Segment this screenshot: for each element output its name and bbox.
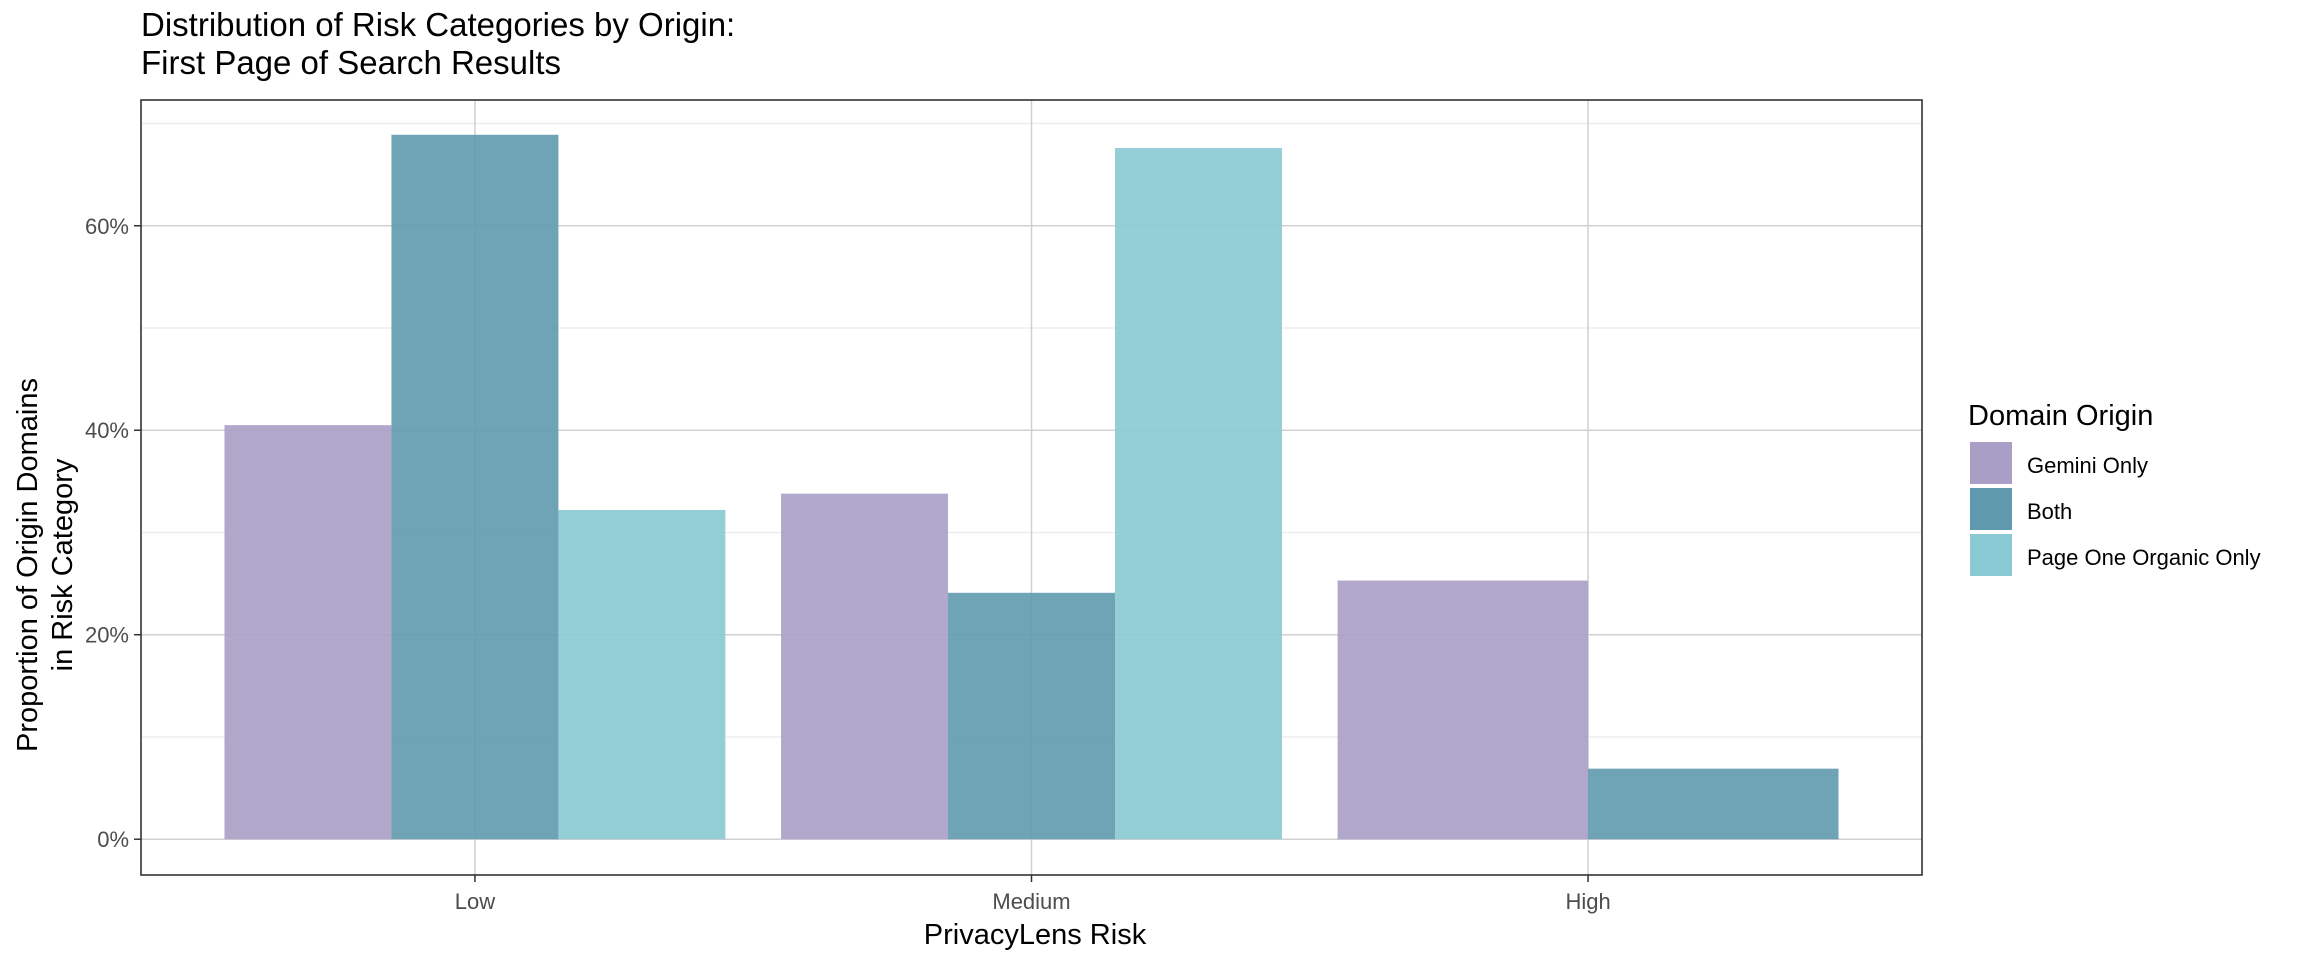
legend-label-both: Both bbox=[2027, 499, 2072, 524]
x-tick-label-high: High bbox=[1565, 889, 1610, 914]
y-tick-label: 40% bbox=[85, 418, 129, 443]
bar-layer bbox=[224, 134, 1839, 840]
x-tick-label-low: Low bbox=[455, 889, 495, 914]
bar-high-gemini-only bbox=[1337, 580, 1589, 840]
chart-title-line-2: First Page of Search Results bbox=[141, 44, 562, 81]
bar-low-gemini-only bbox=[224, 425, 392, 840]
y-tick-label: 60% bbox=[85, 214, 129, 239]
y-tick-label: 20% bbox=[85, 623, 129, 648]
legend-label-gemini-only: Gemini Only bbox=[2027, 453, 2148, 478]
bar-medium-page-one-organic-only bbox=[1114, 148, 1282, 840]
legend-key-both bbox=[1970, 488, 2012, 530]
chart-title: Distribution of Risk Categories by Origi… bbox=[141, 6, 735, 82]
legend-key-gemini-only bbox=[1970, 442, 2012, 484]
x-tick-label-medium: Medium bbox=[992, 889, 1070, 914]
bar-high-both bbox=[1588, 768, 1839, 840]
legend-title: Domain Origin bbox=[1968, 400, 2153, 432]
legend-key-page-one-organic-only bbox=[1970, 534, 2012, 576]
chart-title-line-1: Distribution of Risk Categories by Origi… bbox=[141, 6, 736, 43]
bar-medium-gemini-only bbox=[781, 493, 949, 840]
bar-low-both bbox=[391, 134, 559, 840]
y-axis-title-line-2: in Risk Category bbox=[47, 458, 79, 671]
y-axis-title: Proportion of Origin Domains in Risk Cat… bbox=[12, 378, 79, 752]
y-tick-label: 0% bbox=[97, 827, 129, 852]
y-axis-title-line-1: Proportion of Origin Domains bbox=[12, 378, 44, 752]
legend-label-page-one-organic-only: Page One Organic Only bbox=[2027, 545, 2261, 570]
x-axis-title: PrivacyLens Risk bbox=[924, 919, 1147, 951]
bar-medium-both bbox=[948, 592, 1115, 840]
legend: Domain Origin Gemini Only Both Page One … bbox=[1968, 400, 2261, 576]
bar-low-page-one-organic-only bbox=[558, 509, 726, 840]
axis-layer: 0% 20% 40% 60% Low Medium High bbox=[85, 214, 1611, 914]
